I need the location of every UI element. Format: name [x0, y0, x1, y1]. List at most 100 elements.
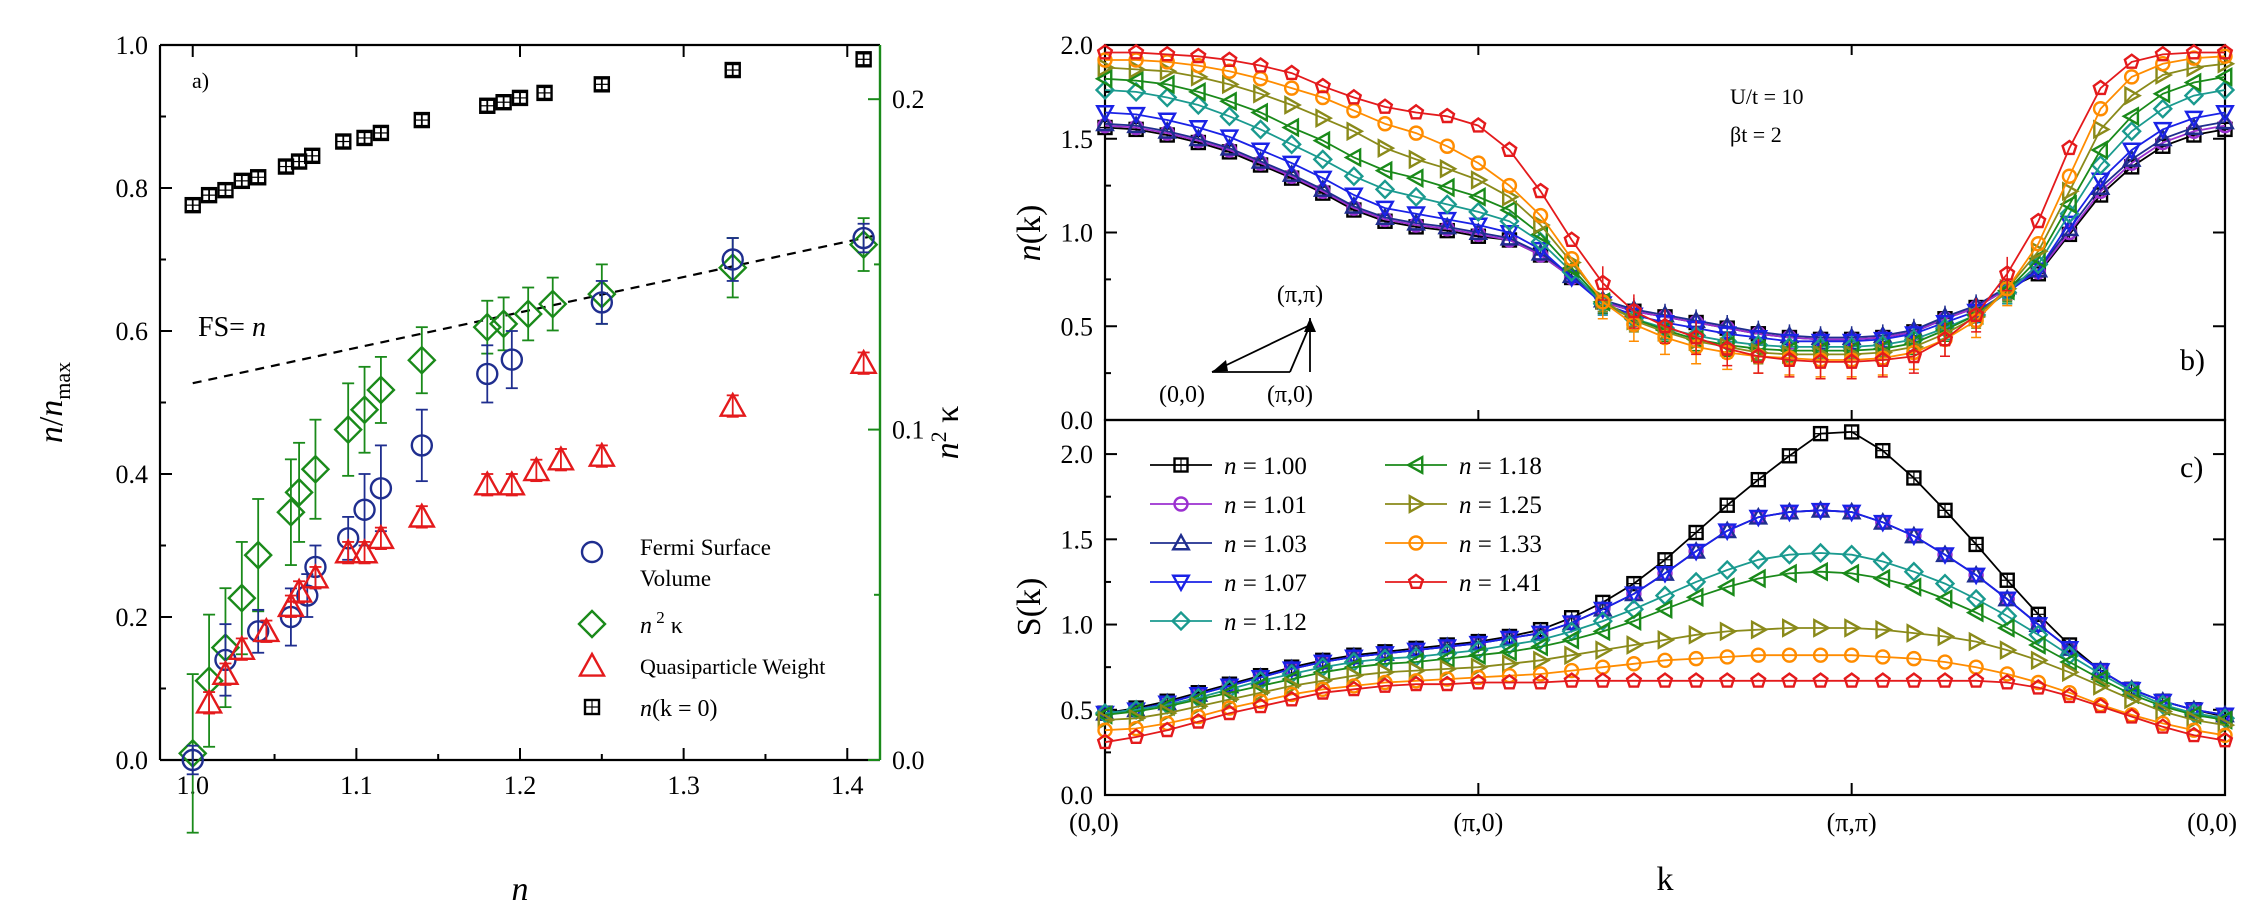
- point-b-8: [1438, 107, 1456, 124]
- point-b-4: [2152, 98, 2173, 119]
- point-b-5: [2090, 140, 2108, 160]
- point-b-7: [1159, 54, 1175, 70]
- point-fsv: [476, 362, 499, 386]
- point-b-7: [1408, 125, 1424, 141]
- point-b-8: [2061, 139, 2078, 156]
- point-n2k: [488, 309, 519, 339]
- point-c-6: [1657, 630, 1676, 650]
- point-c-6: [1533, 650, 1551, 671]
- point-b-4: [1157, 87, 1178, 108]
- point-c-3: [2028, 617, 2049, 635]
- point-b-7: [1563, 251, 1580, 267]
- point-c-8: [1967, 672, 1985, 688]
- param-beta: βt = 2: [1730, 122, 1782, 147]
- point-b-5: [1499, 200, 1517, 220]
- point-c-6: [1750, 619, 1769, 640]
- point-n2k: [472, 312, 502, 342]
- point-b-8: [1470, 117, 1487, 133]
- x-tick-label: (0,0): [2187, 808, 2237, 837]
- param-u: U/t = 10: [1730, 84, 1804, 109]
- point-b-5: [1468, 187, 1486, 207]
- point-c-7: [1221, 700, 1238, 716]
- point-c-8: [1283, 690, 1300, 707]
- point-b-8: [2030, 212, 2047, 229]
- point-b-3: [1188, 120, 1209, 138]
- point-c-7: [1532, 666, 1549, 682]
- point-qpw: [366, 523, 395, 550]
- point-b-7: [1532, 207, 1549, 224]
- point-b-6: [1315, 108, 1334, 128]
- point-qpw: [497, 470, 526, 496]
- point-c-8: [1158, 721, 1176, 738]
- point-qpw: [587, 441, 616, 467]
- point-b-4: [1219, 106, 1240, 127]
- y-tick-label: 2.0: [1061, 440, 1094, 469]
- point-b-4: [1468, 201, 1489, 223]
- point-b-5: [2121, 106, 2140, 127]
- point-fsv: [852, 226, 875, 250]
- point-b-3: [1219, 129, 1240, 148]
- point-b-5: [1374, 160, 1393, 181]
- point-b-5: [2152, 83, 2171, 104]
- point-c-7: [1439, 671, 1455, 687]
- point-c-5: [1188, 689, 1206, 710]
- point-b-3: [2059, 215, 2080, 234]
- y-tick-label: 0.0: [1061, 406, 1094, 435]
- panel-label-c: c): [2180, 451, 2203, 484]
- point-c-3: [1717, 523, 1738, 542]
- point-c-8: [2030, 679, 2047, 695]
- point-c-5: [1281, 669, 1300, 689]
- x-tick-label: 1.1: [340, 771, 373, 800]
- point-fsv: [590, 291, 614, 314]
- point-b-8: [1283, 64, 1300, 81]
- legend-marker-8: [1407, 573, 1425, 589]
- point-b-7: [1470, 155, 1487, 171]
- point-b-7: [1097, 52, 1113, 68]
- point-c-7: [1097, 722, 1113, 738]
- point-c-8: [1221, 704, 1238, 721]
- panel-a: 1.0 1.1 1.2 1.3 1.40.00.20.40.60.81.00.00.10…: [33, 31, 966, 908]
- point-c-7: [1563, 662, 1580, 679]
- point-b-8: [1625, 302, 1643, 319]
- point-c-6: [1688, 624, 1707, 645]
- point-b-3: [1095, 105, 1115, 123]
- bz-path-inset: (π,π) (0,0) (π,0): [1159, 282, 1323, 408]
- point-b-3: [1406, 206, 1426, 225]
- point-b-4: [1437, 194, 1458, 215]
- point-b-3: [1250, 142, 1271, 161]
- point-b-5: [1436, 177, 1455, 198]
- point-c-5: [1810, 561, 1828, 582]
- x-tick-label: (0,0): [1069, 808, 1119, 837]
- point-c-8: [1656, 672, 1674, 688]
- point-b-4: [1312, 149, 1333, 170]
- point-c-8: [2123, 707, 2140, 724]
- x-axis-label-c: k: [1657, 861, 1674, 898]
- point-b-2: [1437, 216, 1458, 235]
- point-b-8: [1781, 351, 1798, 367]
- point-b-8: [1967, 306, 1985, 322]
- point-b-5: [1219, 91, 1237, 112]
- point-c-8: [1812, 672, 1829, 688]
- point-b-8: [1812, 353, 1829, 369]
- point-b-4: [2121, 121, 2142, 142]
- point-b-4: [2214, 79, 2236, 101]
- point-b-5: [1312, 130, 1331, 151]
- point-c-8: [1127, 728, 1145, 744]
- point-c-5: [1934, 589, 1953, 609]
- legend-label: n = 1.33: [1459, 531, 1542, 558]
- point-qpw: [407, 502, 436, 528]
- point-b-5: [1343, 147, 1362, 168]
- point-c-4: [2059, 645, 2080, 666]
- point-c-7: [1843, 647, 1860, 663]
- panel-b: 0.0 0.5 1.0 1.5 2.0 n(k) U/t = 10 βt = 2 b) (π,π)…: [1011, 31, 2236, 435]
- point-fsv: [500, 348, 524, 371]
- point-fsv: [721, 248, 744, 271]
- y-tick-label: 0.0: [116, 746, 149, 775]
- point-b-2: [1406, 212, 1426, 231]
- point-c-8: [1096, 733, 1114, 750]
- point-b-2: [1095, 113, 1115, 132]
- point-c-8: [1594, 672, 1612, 688]
- point-b-6: [1097, 57, 1116, 78]
- point-b-8: [1936, 330, 1954, 347]
- point-c-5: [2183, 705, 2202, 725]
